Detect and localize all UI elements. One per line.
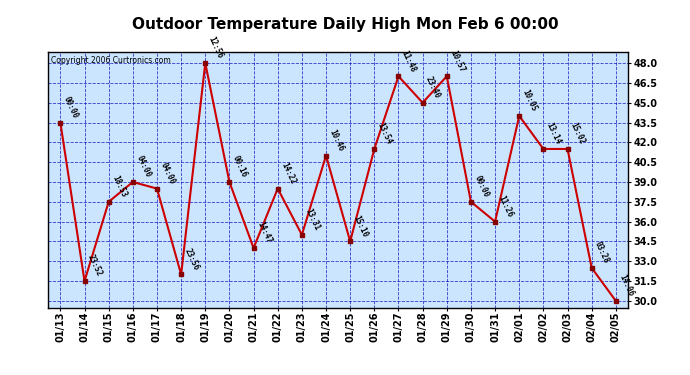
Text: 11:48: 11:48: [400, 49, 417, 74]
Text: 00:00: 00:00: [473, 174, 490, 199]
Text: 18:53: 18:53: [110, 174, 128, 199]
Text: 13:31: 13:31: [304, 207, 321, 232]
Text: 14:06: 14:06: [618, 273, 635, 298]
Text: 15:10: 15:10: [352, 214, 369, 238]
Text: 00:00: 00:00: [62, 95, 79, 120]
Text: 04:00: 04:00: [159, 161, 176, 186]
Text: 12:56: 12:56: [207, 36, 224, 60]
Text: 23:52: 23:52: [86, 254, 104, 278]
Text: 11:26: 11:26: [497, 194, 514, 219]
Text: 14:47: 14:47: [255, 220, 273, 245]
Text: Copyright 2006 Curtronics.com: Copyright 2006 Curtronics.com: [51, 56, 171, 65]
Text: 13:54: 13:54: [376, 122, 393, 146]
Text: 10:05: 10:05: [521, 88, 538, 113]
Text: 10:46: 10:46: [328, 128, 345, 153]
Text: 23:56: 23:56: [183, 247, 200, 272]
Text: 23:40: 23:40: [424, 75, 442, 100]
Text: 15:02: 15:02: [569, 122, 586, 146]
Text: Outdoor Temperature Daily High Mon Feb 6 00:00: Outdoor Temperature Daily High Mon Feb 6…: [132, 17, 558, 32]
Text: 04:00: 04:00: [135, 154, 152, 179]
Text: 03:28: 03:28: [593, 240, 611, 265]
Text: 13:14: 13:14: [545, 122, 562, 146]
Text: 14:22: 14:22: [279, 161, 297, 186]
Text: 10:57: 10:57: [448, 49, 466, 74]
Text: 00:16: 00:16: [231, 154, 248, 179]
